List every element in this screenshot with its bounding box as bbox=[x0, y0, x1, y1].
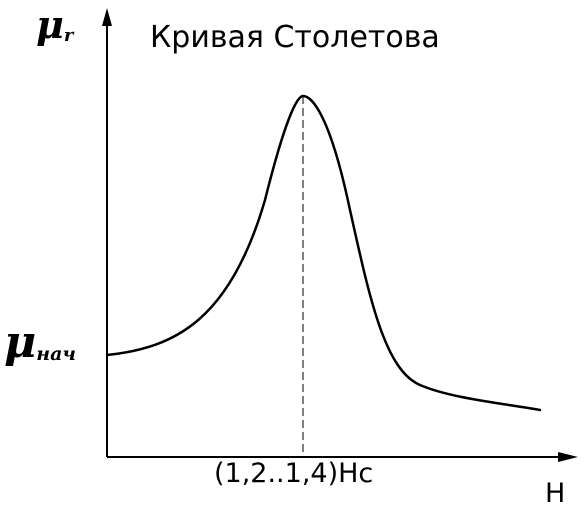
x-axis-label: H bbox=[545, 478, 566, 509]
peak-field-label: (1,2..1,4)Hc bbox=[214, 458, 374, 489]
initial-permeability-label: μнач bbox=[4, 317, 76, 368]
y-axis-arrowhead bbox=[102, 8, 112, 26]
initial-permeability-subscript: нач bbox=[36, 343, 76, 365]
y-axis-label: μr bbox=[36, 2, 73, 47]
permeability-curve bbox=[105, 94, 542, 412]
diagram-title: Кривая Столетова bbox=[150, 20, 440, 55]
y-axis-symbol: μ bbox=[36, 2, 64, 47]
x-axis-arrowhead bbox=[558, 452, 578, 462]
initial-permeability-symbol: μ bbox=[4, 317, 37, 368]
y-axis-subscript: r bbox=[63, 25, 74, 46]
